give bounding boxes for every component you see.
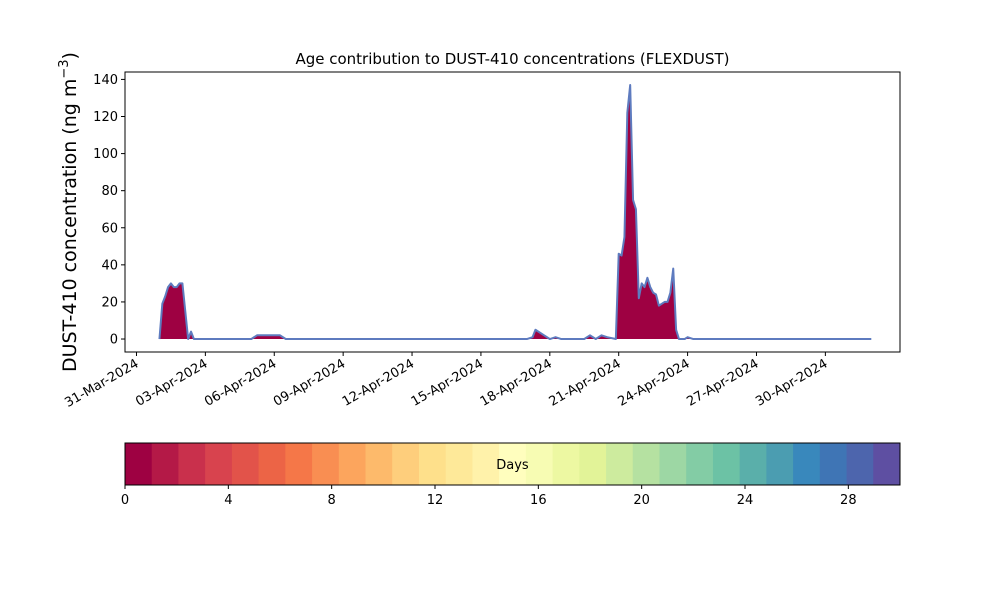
colorbar-swatch [338, 443, 367, 485]
colorbar-tick-label: 24 [737, 493, 754, 508]
colorbar-swatch [151, 443, 179, 485]
colorbar-swatch [178, 443, 206, 485]
colorbar: Days 0 4 8 12 16 20 24 28 [121, 442, 901, 508]
colorbar-swatch [525, 443, 554, 485]
y-tick-label: 80 [101, 184, 118, 199]
x-tick-label: 03-Apr-2024 [133, 356, 210, 409]
y-tick-label: 100 [93, 147, 118, 162]
plot-frame [124, 71, 901, 353]
x-tick-label: 30-Apr-2024 [753, 356, 830, 409]
colorbar-swatch [392, 443, 420, 485]
colorbar-ticks: 0 4 8 12 16 20 24 28 [121, 485, 857, 508]
colorbar-swatch [632, 443, 660, 485]
colorbar-swatch [312, 443, 340, 485]
y-axis-label-close: ) [59, 52, 81, 59]
colorbar-label: Days [496, 458, 529, 473]
chart-title: Age contribution to DUST-410 concentrati… [295, 50, 729, 68]
colorbar-tick-label: 16 [530, 493, 547, 508]
y-tick-label: 60 [101, 221, 118, 236]
colorbar-swatch [686, 443, 714, 485]
colorbar-swatch [418, 443, 447, 485]
colorbar-swatch [472, 443, 500, 485]
colorbar-tick-label: 12 [427, 493, 444, 508]
colorbar-swatch [819, 443, 848, 485]
x-tick-label: 21-Apr-2024 [547, 356, 624, 409]
colorbar-swatch [231, 443, 260, 485]
colorbar-frame [124, 442, 901, 486]
y-tick-label: 0 [110, 333, 118, 348]
colorbar-swatch [793, 443, 821, 485]
series-area-0 [159, 84, 872, 340]
x-tick-label: 18-Apr-2024 [478, 356, 555, 409]
colorbar-swatch [552, 443, 580, 485]
y-tick-label: 20 [101, 295, 118, 310]
colorbar-tick-label: 0 [121, 493, 129, 508]
x-axis: 31-Mar-202403-Apr-202406-Apr-202409-Apr-… [62, 352, 830, 411]
y-tick-label: 120 [93, 110, 118, 125]
series-line-0 [158, 83, 872, 341]
x-tick-label: 06-Apr-2024 [202, 356, 279, 409]
colorbar-tick-label: 8 [328, 493, 336, 508]
colorbar-swatch [712, 443, 741, 485]
colorbar-swatches [125, 443, 901, 485]
colorbar-tick-label: 4 [224, 493, 232, 508]
y-tick-label: 140 [93, 73, 118, 88]
y-axis-label: DUST-410 concentration (ng m−3) [57, 52, 81, 372]
y-axis: 0 20 40 60 80 100 120 140 [93, 73, 125, 348]
colorbar-swatch [766, 443, 794, 485]
colorbar-tick-label: 20 [633, 493, 650, 508]
colorbar-swatch [125, 443, 153, 485]
colorbar-swatch [846, 443, 874, 485]
colorbar-swatch [659, 443, 687, 485]
colorbar-swatch [365, 443, 393, 485]
x-tick-label: 15-Apr-2024 [409, 356, 486, 409]
plot-area: 0 20 40 60 80 100 120 140 31-Mar-202403-Apr-202… [62, 71, 901, 411]
y-axis-label-main: DUST-410 concentration (ng m [59, 79, 81, 372]
colorbar-swatch [579, 443, 607, 485]
colorbar-swatch [285, 443, 313, 485]
colorbar-swatch [445, 443, 473, 485]
y-tick-label: 40 [101, 258, 118, 273]
colorbar-swatch [873, 443, 901, 485]
colorbar-tick-label: 28 [840, 493, 857, 508]
x-tick-label: 27-Apr-2024 [684, 356, 761, 409]
colorbar-swatch [205, 443, 233, 485]
x-tick-label: 24-Apr-2024 [615, 356, 692, 409]
colorbar-swatch [739, 443, 767, 485]
y-axis-label-exponent: −3 [57, 59, 72, 78]
x-tick-label: 09-Apr-2024 [271, 356, 348, 409]
area-layer [158, 83, 872, 341]
colorbar-swatch [499, 443, 527, 485]
colorbar-swatch [258, 443, 286, 485]
x-tick-label: 12-Apr-2024 [340, 356, 417, 409]
colorbar-swatch [606, 443, 634, 485]
